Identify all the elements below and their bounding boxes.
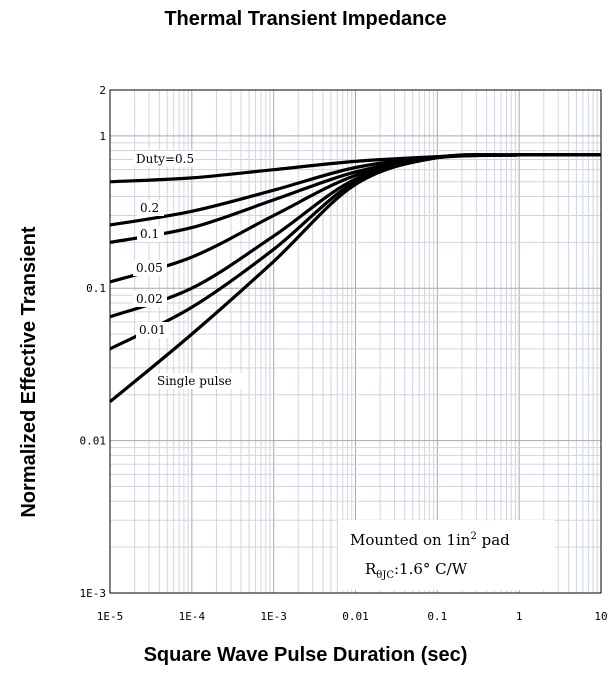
x-tick-label: 0.01	[342, 610, 369, 623]
y-tick-label: 2	[99, 84, 106, 97]
annotation-line2: RθJC:1.6° C/W	[365, 560, 468, 581]
y-tick-label: 0.01	[80, 435, 107, 448]
series-label-bg	[137, 226, 164, 242]
series-label: 0.2	[140, 201, 159, 215]
x-tick-label: 0.1	[427, 610, 447, 623]
series-labels: Duty=0.5 0.2 0.1 0.05 0.02 0.01 Single pulse	[133, 151, 244, 389]
series-label: Single pulse	[157, 374, 232, 388]
series-label-bg	[133, 291, 167, 307]
series-label-bg	[136, 322, 170, 338]
y-tick-label: 1	[99, 130, 106, 143]
series-label: 0.1	[140, 227, 159, 241]
annotation-line1: Mounted on 1in2 pad	[350, 531, 510, 549]
x-tick-label: 1E-3	[260, 610, 287, 623]
y-tick-label: 1E-3	[80, 587, 107, 600]
x-tick-label: 1E-4	[179, 610, 206, 623]
annotation-box: Mounted on 1in2 pad RθJC:1.6° C/W	[338, 520, 554, 590]
y-tick-label: 0.1	[86, 282, 106, 295]
plot-frame	[109, 89, 602, 594]
x-axis-label: Square Wave Pulse Duration (sec)	[143, 644, 468, 666]
series-label-bg	[133, 151, 195, 167]
series-label: Duty=0.5	[136, 152, 194, 166]
tick-labels: 1E-5 1E-4 1E-3 0.01 0.1 1 10 2 1 0.1 0.01 1E-3	[80, 84, 608, 623]
series-label-bg	[154, 373, 244, 389]
series-label: 0.05	[136, 261, 163, 275]
x-tick-label: 1E-5	[97, 610, 124, 623]
series-label-bg	[133, 260, 167, 276]
series-label-bg	[137, 200, 164, 216]
series-line	[108, 153, 602, 403]
chart-title: Thermal Transient Impedance	[164, 8, 447, 30]
x-tick-label: 1	[516, 610, 523, 623]
series-label: 0.01	[139, 323, 166, 337]
x-tick-label: 10	[594, 610, 607, 623]
series-label: 0.02	[136, 292, 163, 306]
curves	[108, 153, 602, 403]
